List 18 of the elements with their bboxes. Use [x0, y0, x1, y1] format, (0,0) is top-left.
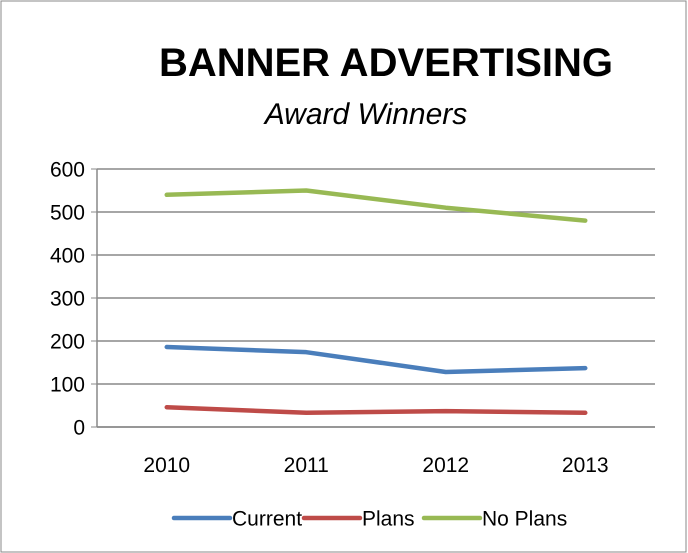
y-tick-label: 300: [50, 287, 85, 310]
y-tick-label: 500: [50, 201, 85, 224]
line-series: [164, 344, 588, 374]
y-tick-label: 200: [50, 330, 85, 354]
x-tick-label: 2011: [284, 454, 329, 477]
x-tick-label: 2012: [422, 454, 470, 477]
legend-label: Current: [232, 507, 302, 530]
y-tick-label: 0: [73, 416, 85, 440]
line-series: [164, 188, 588, 223]
x-tick-label: 2010: [143, 454, 190, 477]
x-tick-label: 2013: [562, 454, 609, 477]
y-tick-label: 100: [50, 373, 85, 396]
y-tick-label: 400: [50, 244, 85, 268]
legend-label: Plans: [362, 507, 415, 530]
legend-label: No Plans: [482, 507, 568, 530]
chart-title: BANNER ADVERTISING: [158, 41, 614, 85]
y-tick-label: 600: [50, 158, 85, 182]
chart-subtitle: Award Winners: [262, 98, 468, 131]
